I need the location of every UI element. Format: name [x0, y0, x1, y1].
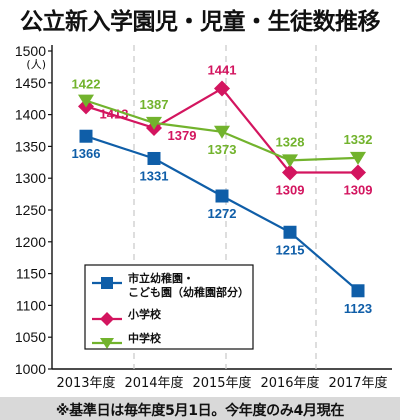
legend-label-2-line-1: 小学校	[127, 307, 162, 321]
series-1-data-label-1: 1366	[72, 146, 101, 161]
series-2-point-3	[214, 80, 230, 97]
series-2-data-label-3: 1441	[208, 63, 237, 78]
series-1-point-1	[79, 129, 93, 143]
chart-title: 公立新入学園児・児童・生徒数推移	[20, 9, 381, 35]
legend-label-1-line-1: 市立幼稚園・	[128, 271, 194, 285]
series-2-point-4	[282, 164, 298, 181]
footnote: ※基準日は毎年度5月1日。今年度のみ4月現在	[55, 403, 345, 419]
series-3-data-label-4: 1328	[276, 134, 305, 149]
y-axis-unit-label: (人)	[26, 58, 46, 71]
y-tick-label: 1350	[15, 138, 46, 154]
legend-label-3-line-1: 中学校	[128, 331, 162, 345]
legend-marker-1	[101, 277, 113, 289]
series-1-point-4	[283, 225, 297, 239]
series-3-point-4	[282, 154, 298, 168]
legend-label-1-line-2: こども園（幼稚園部分）	[128, 285, 249, 299]
series-1-data-label-2: 1331	[140, 168, 169, 183]
series-1-point-3	[215, 189, 229, 203]
series-3-point-5	[350, 151, 366, 165]
y-tick-label: 1250	[15, 202, 46, 218]
series-2-data-label-4: 1309	[276, 182, 305, 197]
y-tick-label: 1200	[15, 234, 46, 250]
y-tick-label: 1450	[15, 75, 46, 91]
series-1-data-label-4: 1215	[276, 242, 305, 257]
series-1-point-5	[351, 284, 365, 298]
series-3-data-label-3: 1373	[208, 142, 237, 157]
y-tick-label: 1050	[15, 329, 46, 345]
y-tick-label: 1000	[15, 361, 46, 377]
series-3-point-3	[214, 125, 230, 139]
x-tick-label-1: 2013年度	[56, 375, 115, 391]
y-tick-label: 1400	[15, 107, 46, 123]
series-1-data-label-5: 1123	[344, 301, 372, 316]
series-3-point-2	[146, 116, 162, 130]
legend-marker-2	[100, 312, 114, 326]
series-2-point-5	[350, 164, 366, 181]
series-3-point-1	[78, 94, 94, 108]
legend-marker-3	[100, 338, 114, 349]
footnote-bar	[0, 397, 400, 420]
series-3-data-label-5: 1332	[344, 132, 373, 147]
series-1-data-label-3: 1272	[208, 206, 237, 221]
x-tick-label-5: 2017年度	[328, 375, 387, 391]
x-tick-label-3: 2015年度	[192, 375, 251, 391]
series-3-data-label-1: 1422	[72, 77, 101, 92]
y-tick-label: 1300	[15, 170, 46, 186]
y-tick-label: 1150	[16, 266, 46, 282]
series-2-data-label-2: 1379	[168, 128, 197, 143]
series-1-point-2	[147, 151, 161, 165]
series-2-data-label-1: 1413	[100, 106, 129, 121]
y-tick-label: 1500	[15, 43, 46, 59]
series-2-data-label-5: 1309	[344, 182, 373, 197]
x-tick-label-2: 2014年度	[124, 375, 183, 391]
y-tick-label: 1100	[16, 297, 46, 313]
series-3-data-label-2: 1387	[140, 97, 169, 112]
x-tick-label-4: 2016年度	[260, 375, 319, 391]
